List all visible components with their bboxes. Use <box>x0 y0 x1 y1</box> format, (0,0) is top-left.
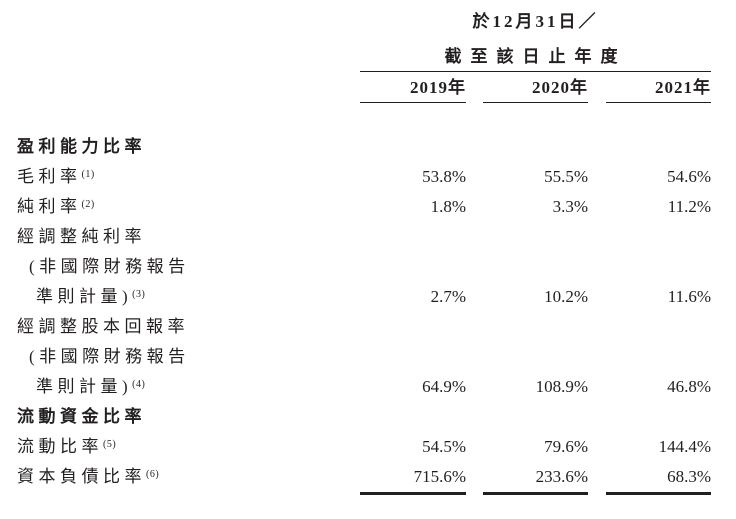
value-2019: 53.8% <box>422 167 466 186</box>
value-2020: 79.6% <box>544 437 588 456</box>
table-row-adjusted-roe-cont1: (非國際財務報告 <box>0 342 736 372</box>
row-label: 準則計量)(3) <box>36 287 146 306</box>
value-2019 <box>360 342 466 372</box>
table-row-gearing-ratio: 資本負債比率(6) 715.6% 233.6% 68.3% <box>0 462 736 492</box>
value-2020 <box>483 132 588 162</box>
table-row-net-margin: 純利率(2) 1.8% 3.3% 11.2% <box>0 192 736 222</box>
value-2021 <box>606 252 711 282</box>
value-2019 <box>360 252 466 282</box>
value-2019: 715.6% <box>413 467 466 486</box>
value-2020 <box>483 312 588 342</box>
double-rule-2020 <box>483 492 588 495</box>
year-header-2020: 2020年 <box>483 72 588 103</box>
value-2019 <box>360 222 466 252</box>
table-row-adjusted-net-margin: 經調整純利率 <box>0 222 736 252</box>
period-heading-line2: 截至該日止年度 <box>444 47 627 66</box>
value-2019: 64.9% <box>422 377 466 396</box>
double-rule-2021 <box>606 492 711 495</box>
footnote-ref: (3) <box>132 289 146 300</box>
value-2021: 11.2% <box>667 197 711 216</box>
value-2019: 1.8% <box>430 197 466 216</box>
table-row-adjusted-net-margin-cont1: (非國際財務報告 <box>0 252 736 282</box>
value-2021: 54.6% <box>667 167 711 186</box>
table-row-gross-margin: 毛利率(1) 53.8% 55.5% 54.6% <box>0 162 736 192</box>
row-label: 經調整純利率 <box>17 227 146 246</box>
value-2021: 11.6% <box>667 287 711 306</box>
row-label: (非國際財務報告 <box>29 347 190 366</box>
table-row-adjusted-roe: 經調整股本回報率 <box>0 312 736 342</box>
value-2019 <box>360 132 466 162</box>
footnote-ref: (5) <box>103 439 117 450</box>
footnote-ref: (4) <box>132 379 146 390</box>
value-2021 <box>606 342 711 372</box>
row-label: 流動比率(5) <box>17 437 117 456</box>
footnote-ref: (2) <box>81 199 95 210</box>
year-header-row: 2019年 2020年 2021年 <box>360 72 711 103</box>
header-rule <box>360 71 711 72</box>
value-2021: 68.3% <box>667 467 711 486</box>
double-rule-2019 <box>360 492 466 495</box>
table-row-adjusted-roe-cont2: 準則計量)(4) 64.9% 108.9% 46.8% <box>0 372 736 402</box>
value-2020: 108.9% <box>535 377 588 396</box>
row-label: (非國際財務報告 <box>29 257 190 276</box>
value-2019 <box>360 402 466 432</box>
table-row-section-liquidity: 流動資金比率 <box>0 402 736 432</box>
value-2019 <box>360 312 466 342</box>
year-header-2021: 2021年 <box>606 72 711 103</box>
footnote-ref: (6) <box>146 469 160 480</box>
row-label: 資本負債比率(6) <box>17 467 160 486</box>
row-label: 準則計量)(4) <box>36 377 146 396</box>
table-footer-rules <box>0 492 736 495</box>
footnote-ref: (1) <box>81 169 95 180</box>
table-header: 於12月31日／ 截至該日止年度 2019年 2020年 2021年 <box>360 0 711 103</box>
year-header-2019: 2019年 <box>360 72 466 103</box>
row-label: 毛利率(1) <box>17 167 95 186</box>
value-2021: 46.8% <box>667 377 711 396</box>
value-2020 <box>483 222 588 252</box>
value-2021 <box>606 402 711 432</box>
value-2020 <box>483 402 588 432</box>
value-2019: 2.7% <box>430 287 466 306</box>
value-2021: 144.4% <box>658 437 711 456</box>
value-2020: 55.5% <box>544 167 588 186</box>
value-2020 <box>483 252 588 282</box>
value-2020 <box>483 342 588 372</box>
row-label: 純利率(2) <box>17 197 95 216</box>
table-row-current-ratio: 流動比率(5) 54.5% 79.6% 144.4% <box>0 432 736 462</box>
value-2021 <box>606 132 711 162</box>
row-label: 盈利能力比率 <box>17 137 146 156</box>
table-row-adjusted-net-margin-cont2: 準則計量)(3) 2.7% 10.2% 11.6% <box>0 282 736 312</box>
row-label: 經調整股本回報率 <box>17 317 189 336</box>
financial-ratios-table: 盈利能力比率 毛利率(1) 53.8% 55.5% 54.6% 純利率(2) 1… <box>0 132 736 492</box>
period-heading-line1: 於12月31日／ <box>472 12 599 31</box>
value-2020: 3.3% <box>552 197 588 216</box>
table-row-section-profitability: 盈利能力比率 <box>0 132 736 162</box>
value-2019: 54.5% <box>422 437 466 456</box>
value-2021 <box>606 222 711 252</box>
value-2020: 10.2% <box>544 287 588 306</box>
row-label: 流動資金比率 <box>17 407 146 426</box>
value-2020: 233.6% <box>535 467 588 486</box>
value-2021 <box>606 312 711 342</box>
